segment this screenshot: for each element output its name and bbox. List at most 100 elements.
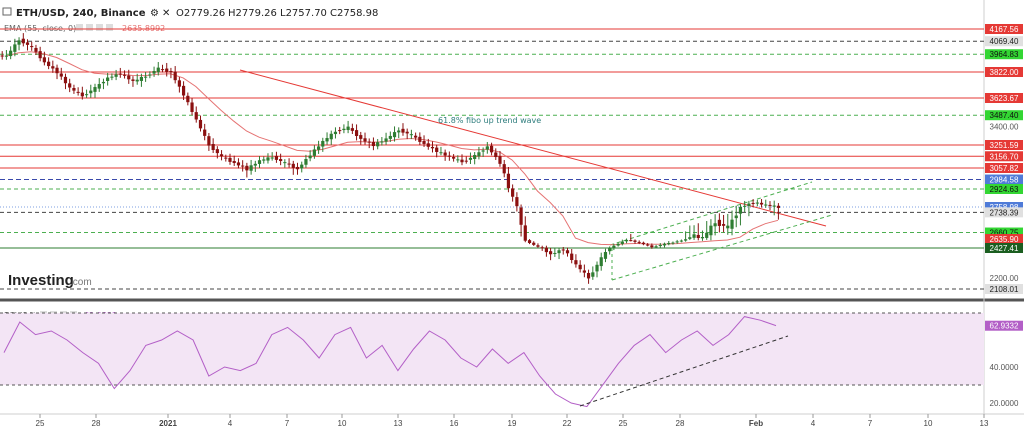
price-tag xyxy=(985,284,1023,294)
candle-body xyxy=(633,240,637,242)
candle-body xyxy=(80,92,84,97)
price-tag xyxy=(985,207,1023,218)
price-tag-label: 3487.40 xyxy=(990,111,1019,120)
time-tick: 4 xyxy=(228,419,233,428)
time-tick: 22 xyxy=(563,419,572,428)
candle-body xyxy=(439,152,443,154)
downtrend-line xyxy=(239,69,827,227)
candle-body xyxy=(772,205,776,207)
price-tag-label: 2738.39 xyxy=(990,208,1019,217)
candle-body xyxy=(734,215,738,219)
candle-body xyxy=(544,247,548,253)
candle-body xyxy=(726,225,730,229)
candle-body xyxy=(743,205,747,207)
rsi-axis-ticks: 40.0000 20.0000 xyxy=(990,363,1019,408)
candle-body xyxy=(287,163,291,165)
candle-body xyxy=(203,129,207,136)
candle-body xyxy=(696,234,700,239)
ema-settings-icon[interactable] xyxy=(86,24,93,31)
candle-body xyxy=(776,205,780,208)
channel-upper xyxy=(609,181,813,246)
candle-body xyxy=(397,130,401,133)
settings-icon[interactable]: ⚙ xyxy=(150,8,159,19)
rsi-tick: 20.0000 xyxy=(990,399,1019,408)
candle-body xyxy=(135,79,139,82)
price-tag xyxy=(985,174,1023,185)
candle-body xyxy=(169,71,173,73)
candle-body xyxy=(468,157,473,160)
candle-body xyxy=(241,165,245,167)
candle-body xyxy=(456,159,460,161)
ema-more-icon[interactable] xyxy=(106,24,113,31)
candle-body xyxy=(295,166,300,170)
candle-body xyxy=(51,66,55,69)
candle-body xyxy=(76,91,80,93)
candle-body xyxy=(409,134,413,136)
price-tag-label: 4069.40 xyxy=(990,37,1019,46)
price-tag xyxy=(985,140,1023,150)
candle-body xyxy=(565,250,570,254)
candle-body xyxy=(527,240,532,244)
candle-body xyxy=(9,50,13,57)
price-tag xyxy=(985,243,1023,253)
chart-type-icon[interactable] xyxy=(2,7,12,16)
candle-body xyxy=(245,165,249,171)
candle-body xyxy=(671,242,675,244)
time-tick: 4 xyxy=(811,419,816,428)
candle-body xyxy=(519,207,523,225)
candle-body xyxy=(506,173,511,189)
candle-body xyxy=(654,246,658,248)
price-tags: 4167.56 4069.40 3964.83 3822.00 3623.67 3487.… xyxy=(985,24,1023,294)
candle-body xyxy=(709,225,713,236)
candle-body xyxy=(186,95,190,103)
time-tick: 28 xyxy=(92,419,101,428)
candle-body xyxy=(266,157,270,161)
candle-body xyxy=(139,76,144,81)
candle-body xyxy=(342,128,346,131)
candle-body xyxy=(473,155,477,159)
close-value: C2758.98 xyxy=(330,8,378,19)
candle-body xyxy=(110,76,114,78)
candle-body xyxy=(561,249,565,251)
candle-body xyxy=(4,55,8,57)
candle-body xyxy=(426,143,430,147)
candle-body xyxy=(388,135,392,139)
symbol-label[interactable]: ETH/USD, 240, Binance xyxy=(16,8,146,19)
rsi-plot: 62.9332 xyxy=(0,312,1023,408)
candle-body xyxy=(325,138,329,142)
candle-body xyxy=(160,69,165,71)
price-tag xyxy=(985,110,1023,121)
candle-body xyxy=(540,247,544,249)
candle-body xyxy=(333,131,338,135)
candle-body xyxy=(363,138,367,142)
time-tick: 13 xyxy=(394,419,403,428)
price-tag-label: 2635.90 xyxy=(990,235,1019,244)
candles xyxy=(0,33,780,284)
candle-body xyxy=(42,57,46,63)
candle-body xyxy=(481,150,485,152)
candle-body xyxy=(418,136,422,142)
ema-remove-icon[interactable] xyxy=(96,24,103,31)
ema-visibility-icon[interactable] xyxy=(76,24,83,31)
candle-body xyxy=(646,244,650,246)
candle-body xyxy=(359,135,363,139)
candle-body xyxy=(447,155,451,157)
time-tick: Feb xyxy=(749,419,763,428)
candle-body xyxy=(72,87,76,91)
candle-body xyxy=(148,74,152,76)
candle-body xyxy=(679,240,684,242)
candle-body xyxy=(578,264,582,270)
candle-body xyxy=(616,243,620,246)
candle-body xyxy=(755,202,759,204)
candle-body xyxy=(477,152,481,157)
close-icon[interactable]: ✕ xyxy=(162,8,170,19)
candle-body xyxy=(586,272,591,279)
fibo-annotation[interactable]: 61.8% fibo up trend wave xyxy=(438,116,541,125)
candle-body xyxy=(219,154,224,157)
candle-body xyxy=(308,155,312,159)
high-value: H2779.26 xyxy=(228,8,277,19)
candle-body xyxy=(570,253,574,261)
price-tag-label: 3822.00 xyxy=(990,68,1019,77)
candle-body xyxy=(371,141,376,147)
